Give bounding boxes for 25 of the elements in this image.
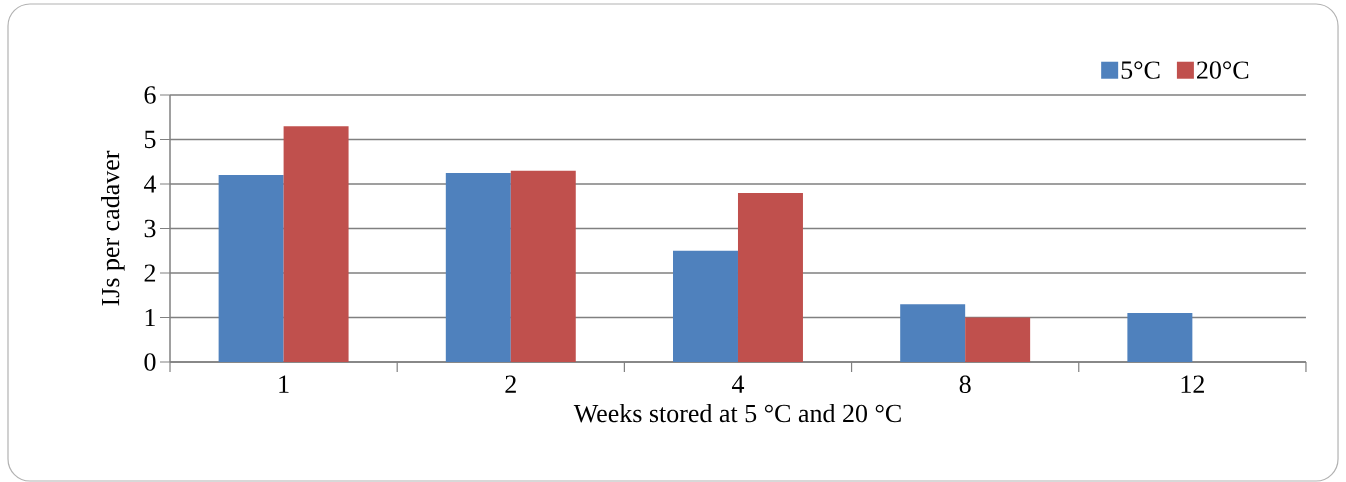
bar <box>673 250 738 362</box>
legend-label: 20°C <box>1197 61 1249 79</box>
x-axis-title: Weeks stored at 5 °C and 20 °C <box>573 403 901 423</box>
y-tick-label: 3 <box>144 219 156 238</box>
y-tick-label: 0 <box>144 353 156 371</box>
bar <box>737 192 803 362</box>
bar <box>445 172 511 362</box>
x-tick-label: 8 <box>959 375 971 394</box>
y-tick-label: 2 <box>144 264 156 282</box>
x-tick-label: 1 <box>279 375 289 393</box>
bar <box>1127 313 1193 362</box>
bar <box>510 170 576 362</box>
x-tick-label: 2 <box>505 375 516 393</box>
bar <box>218 175 284 362</box>
bar <box>283 126 349 362</box>
y-tick-label: 4 <box>143 175 157 193</box>
x-tick-label: 12 <box>1181 375 1204 393</box>
legend-label: 5°C <box>1121 61 1160 79</box>
x-tick-label: 4 <box>731 375 745 393</box>
bar <box>965 317 1031 362</box>
y-axis-title: IJs per cadaver <box>101 150 125 306</box>
y-tick-label: 5 <box>144 130 156 149</box>
y-tick-label: 1 <box>145 308 155 327</box>
y-tick-label: 6 <box>144 86 156 104</box>
bar <box>900 304 966 362</box>
